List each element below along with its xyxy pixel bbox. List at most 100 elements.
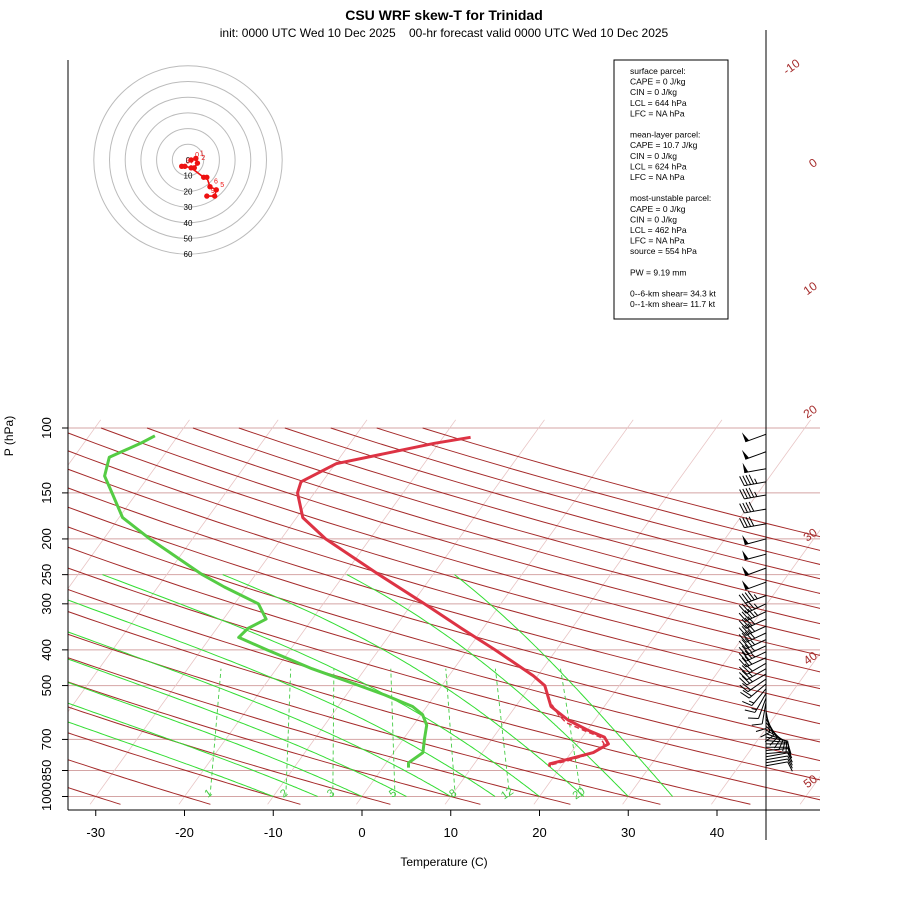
stats-line: LFC = NA hPa <box>630 108 685 118</box>
hodograph-point <box>207 183 213 190</box>
dry-adiabat-line <box>376 427 820 551</box>
wind-barb <box>738 656 767 668</box>
wind-barb <box>738 650 767 662</box>
wind-barb <box>738 608 767 622</box>
mixing-ratio-label: 8 <box>447 787 459 800</box>
pressure-tick-label: 850 <box>39 760 54 782</box>
temperature-tick-label: 10 <box>444 825 458 840</box>
mixing-ratio-label: 5 <box>387 787 399 800</box>
isotherm-line <box>711 652 820 805</box>
isotherm-line <box>178 419 457 805</box>
wind-barb <box>741 449 767 460</box>
wind-barb <box>739 501 767 514</box>
hodograph-ring-label: 20 <box>184 187 193 196</box>
dry-adiabat-line <box>68 611 751 805</box>
mixing-ratio-line <box>560 668 582 797</box>
wind-barb <box>741 566 767 577</box>
mixing-ratio-line <box>390 668 396 797</box>
pressure-tick-label: 1000 <box>39 782 54 811</box>
stats-line: PW = 9.19 mm <box>630 267 686 277</box>
mixing-ratio-line <box>285 668 292 797</box>
temperature-tick-label: 0 <box>358 825 365 840</box>
stats-line: CAPE = 10.7 J/kg <box>630 140 698 150</box>
hodograph-point <box>211 193 218 199</box>
wind-barb <box>738 637 767 650</box>
dry-adiabat-line <box>68 706 391 805</box>
x-axis-label: Temperature (C) <box>400 855 487 869</box>
hodograph-point-label: 9 <box>211 188 215 195</box>
mixing-ratio-label: 1 <box>203 787 215 800</box>
hodograph-ring-label: 0 <box>186 156 191 165</box>
moist-adiabat-line <box>68 702 318 797</box>
dry-adiabat-line <box>68 468 820 690</box>
isotherm-line <box>533 419 812 805</box>
hodograph-ring-label: 60 <box>184 250 193 259</box>
pressure-tick-label: 100 <box>39 417 54 439</box>
hodograph-point <box>182 163 188 169</box>
y-axis-label: P (hPa) <box>2 416 16 456</box>
dry-adiabat-line <box>68 787 121 805</box>
wind-barb <box>766 743 792 755</box>
dry-adiabat-line <box>68 567 820 781</box>
sounding-profiles <box>103 434 610 768</box>
pressure-tick-label: 400 <box>39 639 54 661</box>
stats-line: source = 554 hPa <box>630 246 697 256</box>
moist-adiabat-line <box>68 681 363 797</box>
dry-adiabat-line <box>192 427 820 609</box>
dry-adiabat-line <box>68 681 481 805</box>
hodograph-point <box>194 160 201 166</box>
moist-adiabat-line <box>68 721 274 797</box>
mixing-ratio-line <box>209 668 222 797</box>
hodograph-ring <box>171 143 205 177</box>
hodograph-ring-label: 40 <box>184 219 193 228</box>
wind-barb <box>765 748 793 759</box>
hodograph-background <box>93 65 283 255</box>
dry-adiabat-line <box>68 657 571 805</box>
chart-subtitle: init: 0000 UTC Wed 10 Dec 2025 00-hr for… <box>220 26 669 40</box>
stats-line: LFC = NA hPa <box>630 172 685 182</box>
dry-adiabat-line <box>68 487 820 707</box>
moist-adiabat-line <box>346 574 629 797</box>
moist-adiabat-line <box>68 599 496 797</box>
wind-barb <box>765 758 793 769</box>
pressure-tick-label: 200 <box>39 528 54 550</box>
mixing-ratio-label: 12 <box>499 785 516 802</box>
hodograph-point-label: 6 <box>214 179 218 186</box>
wind-barb <box>755 706 767 733</box>
dry-adiabat-line <box>68 633 661 805</box>
pressure-tick-label: 300 <box>39 593 54 615</box>
mixing-ratio-label: 3 <box>325 787 337 800</box>
pressure-tick-label: 500 <box>39 675 54 697</box>
hodograph-point <box>193 155 199 162</box>
hodograph-point <box>188 165 194 171</box>
dry-adiabat-line <box>284 427 820 580</box>
wind-barb <box>748 697 767 720</box>
stats-line: CIN = 0 J/kg <box>630 214 677 224</box>
wind-barb <box>738 630 767 643</box>
chart-title: CSU WRF skew-T for Trinidad <box>345 7 543 23</box>
hodograph-ring-label: 10 <box>184 172 193 181</box>
wind-barb <box>739 662 767 675</box>
hodograph-ring <box>124 96 252 224</box>
wind-barb <box>738 591 767 604</box>
wind-barb <box>742 688 767 707</box>
dewpoint-profile-line <box>103 434 429 768</box>
isotherm-label: 30 <box>801 525 820 544</box>
background-grid: 1 2 3 5 8 12 20 <box>68 419 820 805</box>
moist-adiabat-line <box>68 631 452 797</box>
stats-box-frame <box>613 59 729 320</box>
wind-barb <box>742 534 767 546</box>
hodograph-point-label: 5 <box>220 182 224 189</box>
wind-barb <box>741 580 767 591</box>
dry-adiabat-line <box>238 427 820 594</box>
hodograph-ring <box>109 81 267 239</box>
dry-adiabat-line <box>68 506 820 725</box>
stats-line: LCL = 462 hPa <box>630 225 687 235</box>
temperature-tick-label: -20 <box>175 825 194 840</box>
moist-adiabat-line <box>222 574 585 797</box>
hodograph-point-label: 1 <box>200 150 204 157</box>
